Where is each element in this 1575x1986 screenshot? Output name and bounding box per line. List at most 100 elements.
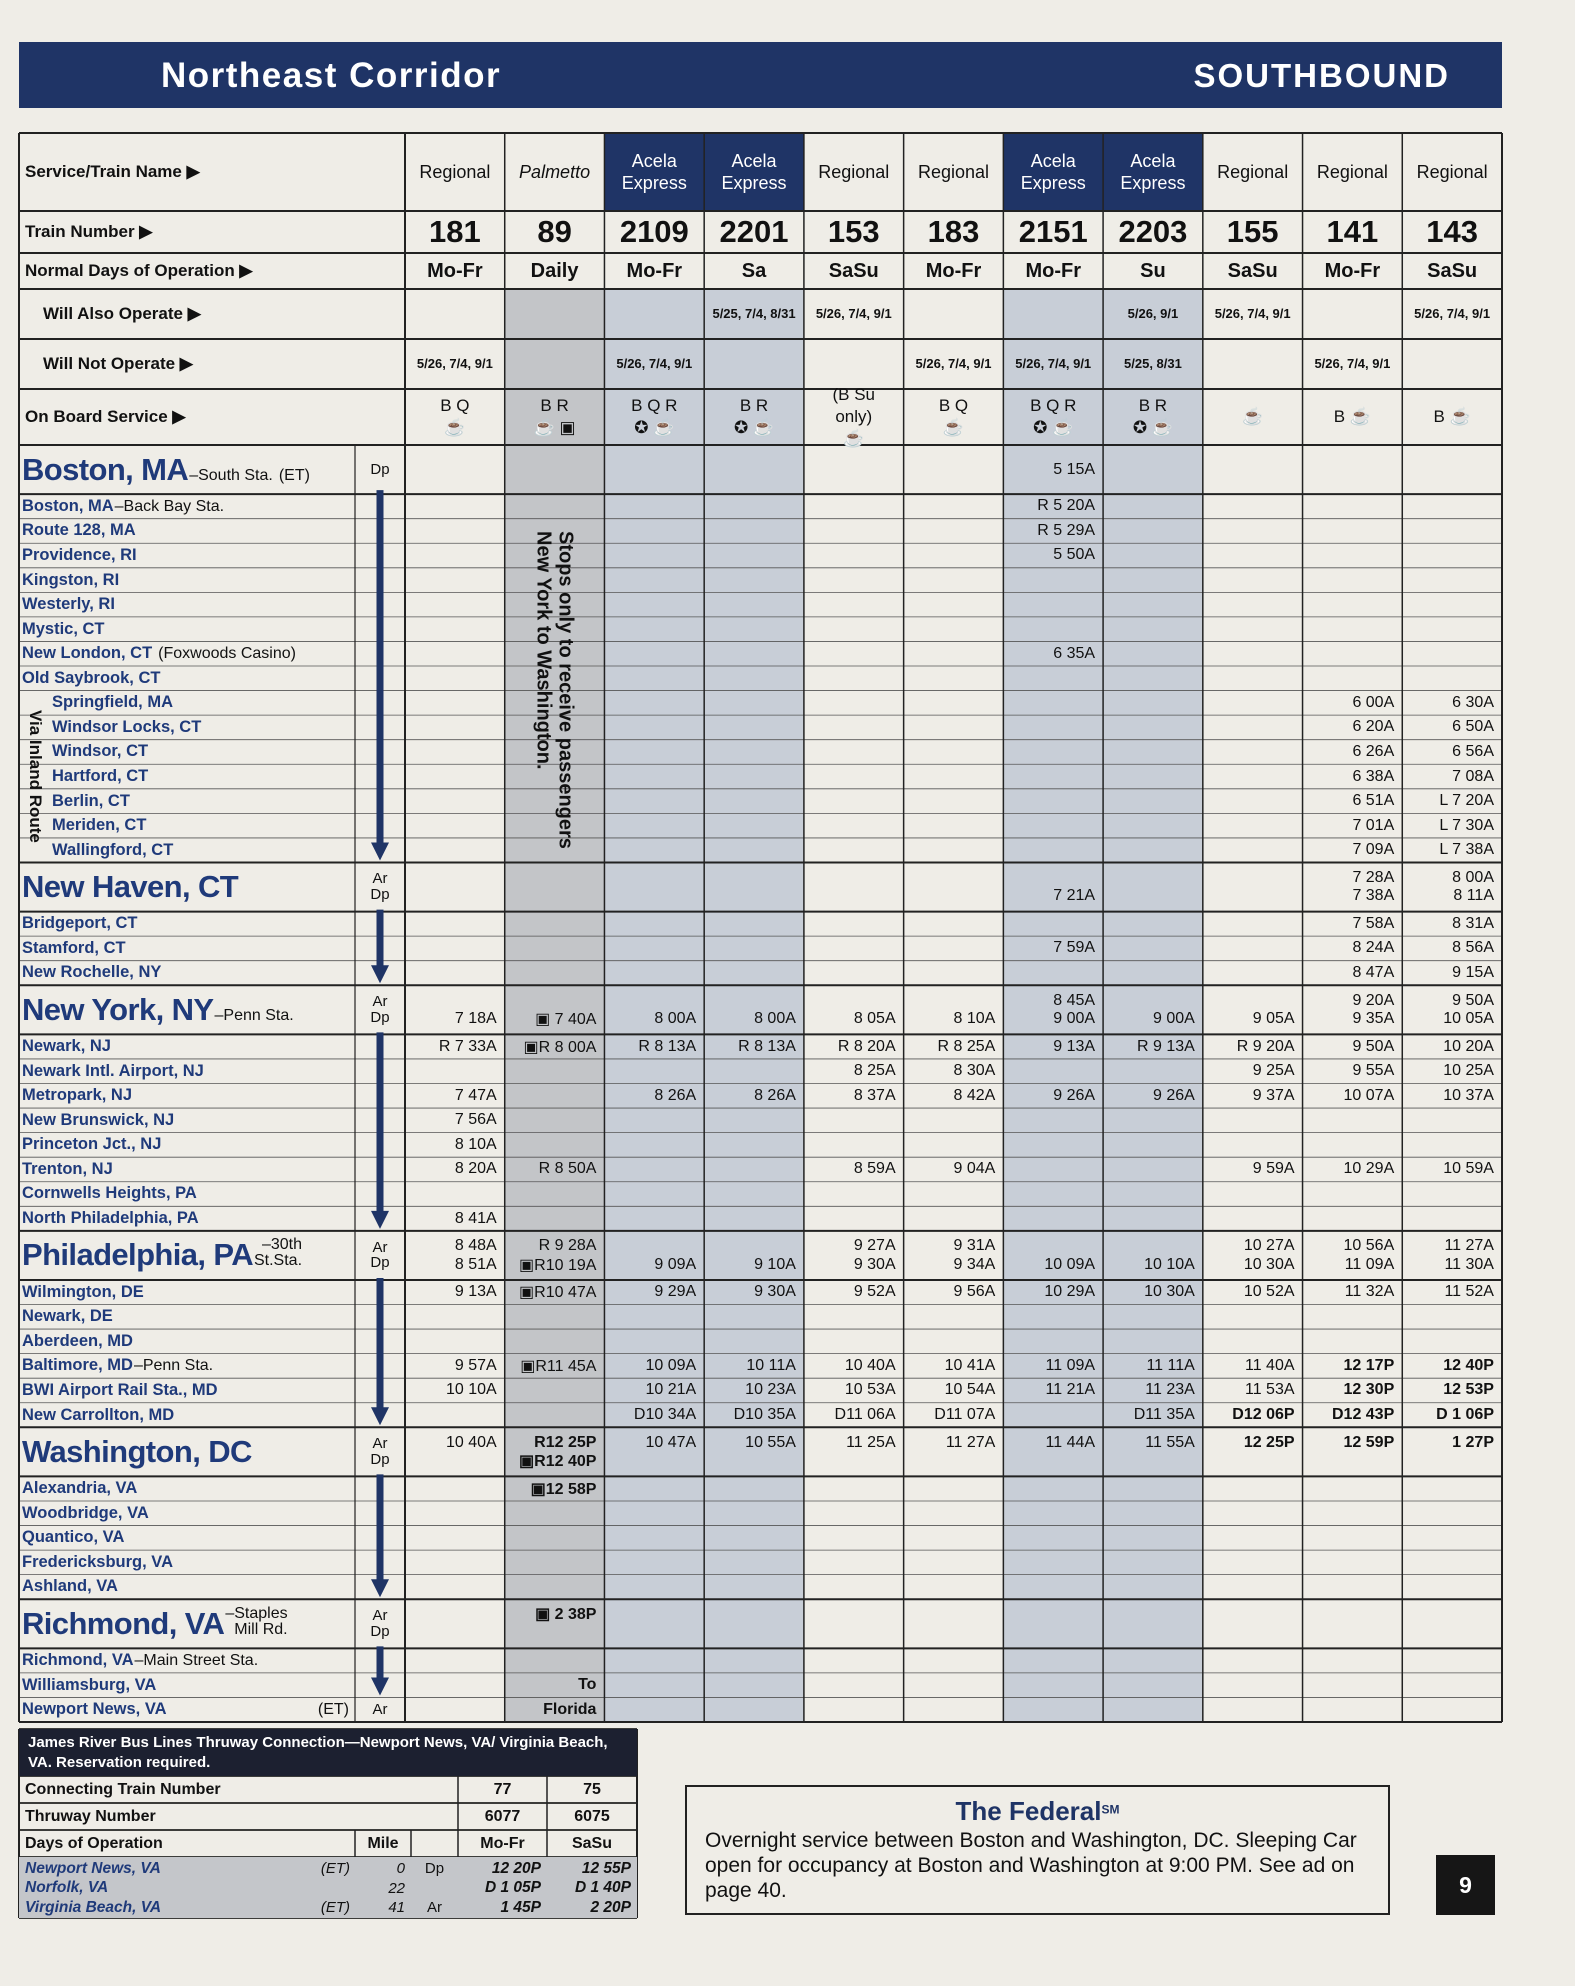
time: 9 27A (853, 1237, 896, 1255)
time: 11 32A (1344, 1283, 1395, 1301)
time: 8 10A (454, 1135, 497, 1153)
time: 11 44A (1045, 1433, 1096, 1451)
station-name: Williamsburg, VA (22, 1675, 157, 1694)
thruway-time: 12 55P (581, 1859, 631, 1877)
time: 5 50A (1053, 546, 1096, 564)
station-cell: New Haven, CT (22, 862, 353, 911)
station-name: New York, NY (22, 991, 214, 1027)
header-cell-bg (704, 133, 804, 211)
thruway-time: D 1 05P (484, 1879, 541, 1897)
station-suffix: –Main Street Sta. (134, 1652, 259, 1670)
time: 9 00A (1152, 1010, 1195, 1028)
column-number: 2151 (1018, 214, 1088, 249)
thruway-stop-zone: (ET) (320, 1860, 350, 1878)
time: 7 47A (454, 1086, 497, 1104)
station-label: Newark, DE (22, 1307, 113, 1326)
thruway-value: Mo-Fr (480, 1834, 525, 1852)
time: 10 11A (746, 1356, 796, 1374)
station-cell: Williamsburg, VA (22, 1673, 353, 1698)
time: 11 53A (1245, 1381, 1295, 1399)
station-label: Wilmington, DE (22, 1283, 144, 1302)
time: 8 26A (654, 1086, 697, 1104)
time: 6 56A (1452, 742, 1494, 760)
direction-arrow-head (371, 965, 389, 984)
column-service: Acela Express (721, 150, 787, 194)
time: 10 05A (1443, 1010, 1494, 1028)
time: 9 29A (654, 1283, 697, 1301)
time: 6 26A (1352, 742, 1395, 760)
station-note: (Foxwoods Casino) (158, 645, 296, 663)
thruway-stop-name: Newport News, VA (25, 1859, 161, 1877)
time: 6 20A (1352, 718, 1395, 736)
time: R 9 28A (538, 1237, 597, 1255)
federal-mark: SM (1101, 1802, 1120, 1817)
time: 10 30A (1144, 1283, 1195, 1301)
time: 10 52A (1243, 1283, 1295, 1301)
direction-arrow-head (371, 842, 389, 861)
station-label: New Haven, CT (22, 869, 239, 905)
column-number: 155 (1226, 214, 1279, 249)
time: 9 13A (1053, 1037, 1096, 1055)
time: 8 00A (1452, 868, 1494, 886)
header-cell-bg (1103, 133, 1203, 211)
time: 10 59A (1443, 1160, 1494, 1178)
station-label: Richmond, VA–Main Street Sta. (22, 1651, 258, 1670)
time: 8 25A (853, 1062, 896, 1080)
station-name: Cornwells Heights, PA (22, 1184, 197, 1203)
time: L 7 38A (1439, 841, 1494, 859)
time: 10 54A (944, 1381, 996, 1399)
station-cell: New Rochelle, NY (22, 961, 353, 986)
column-number: 181 (428, 214, 481, 249)
thruway-label: Mile (367, 1834, 399, 1852)
page-number-box (1436, 1855, 1495, 1915)
station-label: New Brunswick, NJ (22, 1111, 174, 1130)
station-suffix: –30th St.Sta. (253, 1236, 303, 1270)
column-number: 183 (927, 214, 980, 249)
time: 11 40A (1245, 1356, 1295, 1374)
column-onboard: B R ✪ ☕ (733, 395, 775, 437)
station-cell: Cornwells Heights, PA (22, 1182, 353, 1207)
station-label: Woodbridge, VA (22, 1504, 149, 1523)
station-name: Princeton Jct., NJ (22, 1135, 162, 1154)
time: ▣R12 40P (519, 1453, 597, 1471)
thruway-label: Thruway Number (25, 1807, 156, 1825)
time: 11 23A (1145, 1381, 1195, 1399)
station-label: Alexandria, VA (22, 1479, 137, 1498)
station-cell: Windsor Locks, CT (52, 715, 353, 740)
time: 7 28A (1352, 868, 1395, 886)
time: 8 41A (454, 1209, 497, 1227)
station-name: Bridgeport, CT (22, 914, 138, 933)
station-zone: (ET) (278, 466, 310, 484)
time: 9 15A (1452, 963, 1494, 981)
header-bar: Northeast Corridor SOUTHBOUND (19, 42, 1502, 108)
column-days: SaSu (828, 259, 879, 282)
column-onboard: ☕ (1242, 406, 1264, 426)
station-cell: Aberdeen, MD (22, 1329, 353, 1354)
station-name: Newark Intl. Airport, NJ (22, 1061, 204, 1080)
column-note-line: Stops only to receive passengers (554, 531, 577, 849)
header-direction: SOUTHBOUND (1193, 57, 1450, 94)
station-cell: New York, NY–Penn Sta. (22, 985, 353, 1034)
thruway-stop-name: Virginia Beach, VA (25, 1898, 162, 1916)
time: 10 09A (1044, 1255, 1096, 1273)
time: 9 10A (754, 1255, 796, 1273)
station-label: Berlin, CT (52, 792, 130, 811)
column-days: Mo-Fr (925, 259, 982, 282)
time: 10 25A (1443, 1062, 1494, 1080)
time: 10 09A (645, 1356, 697, 1374)
station-name: Quantico, VA (22, 1528, 125, 1547)
column-days: Mo-Fr (626, 259, 683, 282)
station-label: Richmond, VA–Staples Mill Rd. (22, 1605, 288, 1642)
column-onboard: (B Su only) ☕ (832, 384, 876, 449)
station-cell: Metropark, NJ (22, 1084, 353, 1109)
time: 7 58A (1352, 914, 1395, 932)
time: 10 20A (1443, 1037, 1494, 1055)
station-name: Newark, DE (22, 1307, 113, 1326)
column-shade (604, 289, 705, 1722)
time: 8 26A (754, 1086, 796, 1104)
thruway-value: 77 (493, 1780, 512, 1798)
time: 9 56A (953, 1283, 996, 1301)
time: 10 10A (1144, 1255, 1195, 1273)
column-also: 5/26, 7/4, 9/1 (815, 305, 892, 321)
column-also: 5/25, 7/4, 8/31 (712, 305, 796, 321)
